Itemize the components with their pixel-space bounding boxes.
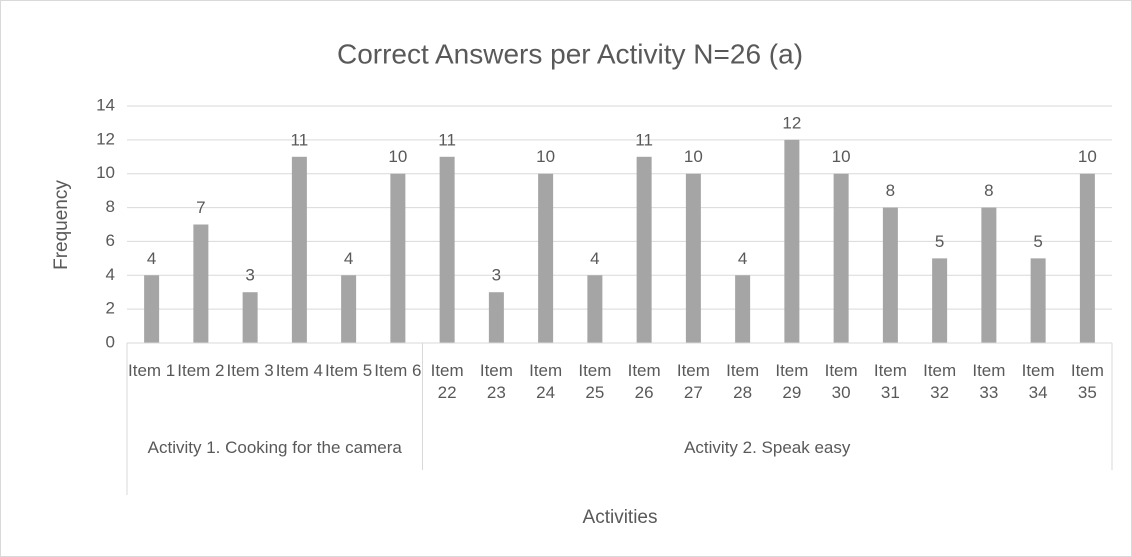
- bar: [882, 207, 898, 343]
- data-label: 4: [590, 249, 599, 268]
- chart-title: Correct Answers per Activity N=26 (a): [337, 38, 803, 69]
- x-tick-label: Item 6: [374, 361, 422, 380]
- bar: [193, 224, 209, 343]
- bar: [735, 275, 751, 343]
- x-tick-label: Item 30: [824, 361, 858, 402]
- data-label: 3: [245, 266, 254, 285]
- y-tick-label: 6: [106, 231, 115, 250]
- x-tick-label: Item 23: [479, 361, 513, 402]
- bar: [488, 292, 504, 343]
- x-tick-label: Item 31: [873, 361, 907, 402]
- data-label: 12: [782, 113, 801, 132]
- bar: [341, 275, 357, 343]
- bar: [587, 275, 603, 343]
- x-tick-label: Item 34: [1021, 361, 1055, 402]
- data-label: 3: [492, 266, 501, 285]
- y-tick-label: 2: [106, 299, 115, 318]
- bar: [1079, 173, 1095, 343]
- x-tick-label: Item 27: [676, 361, 710, 402]
- bar: [439, 156, 455, 343]
- bar: [242, 292, 258, 343]
- x-tick-label: Item 33: [972, 361, 1006, 402]
- y-axis-label: Frequency: [51, 180, 72, 270]
- data-label: 5: [935, 232, 944, 251]
- x-tick-label: Item 26: [627, 361, 661, 402]
- x-tick-label: Item 3: [226, 361, 274, 380]
- bar: [833, 173, 849, 343]
- data-label: 10: [388, 147, 407, 166]
- x-tick-label: Item 24: [529, 361, 563, 402]
- group-label: Activity 1. Cooking for the camera: [147, 438, 402, 457]
- data-label: 11: [438, 130, 456, 149]
- x-tick-label: Item 28: [726, 361, 760, 402]
- x-tick-label: Item 35: [1070, 361, 1104, 402]
- bar: [144, 275, 160, 343]
- bar: [685, 173, 701, 343]
- bar: [784, 139, 800, 343]
- data-label: 10: [536, 147, 555, 166]
- data-label: 7: [196, 198, 205, 217]
- data-label: 11: [635, 130, 653, 149]
- group-label: Activity 2. Speak easy: [684, 438, 851, 457]
- y-tick-label: 8: [106, 197, 115, 216]
- x-tick-label: Item 32: [923, 361, 957, 402]
- x-tick-label: Item 4: [275, 361, 323, 380]
- x-tick-label: Item 1: [128, 361, 176, 380]
- y-tick-label: 10: [96, 163, 115, 182]
- data-label: 8: [886, 181, 895, 200]
- x-tick-label: Item 2: [177, 361, 225, 380]
- data-label: 4: [738, 249, 747, 268]
- y-tick-label: 0: [106, 332, 115, 351]
- data-label: 8: [984, 181, 993, 200]
- data-label: 10: [832, 147, 851, 166]
- y-tick-label: 4: [106, 265, 115, 284]
- data-label: 4: [344, 249, 353, 268]
- data-label: 10: [684, 147, 703, 166]
- data-label: 11: [291, 130, 309, 149]
- x-tick-label: Item 5: [325, 361, 373, 380]
- x-tick-label: Item 22: [430, 361, 464, 402]
- bar: [390, 173, 406, 343]
- x-tick-label: Item 25: [578, 361, 612, 402]
- x-axis-label: Activities: [583, 507, 658, 528]
- data-label: 5: [1033, 232, 1042, 251]
- bar: [1030, 258, 1046, 343]
- data-label: 4: [147, 249, 156, 268]
- bar: [538, 173, 554, 343]
- bar: [636, 156, 652, 343]
- bar: [932, 258, 948, 343]
- y-tick-label: 12: [96, 129, 115, 148]
- data-label: 10: [1078, 147, 1097, 166]
- bar: [981, 207, 997, 343]
- x-tick-label: Item 29: [775, 361, 809, 402]
- y-tick-label: 14: [96, 95, 115, 114]
- bar: [291, 156, 307, 343]
